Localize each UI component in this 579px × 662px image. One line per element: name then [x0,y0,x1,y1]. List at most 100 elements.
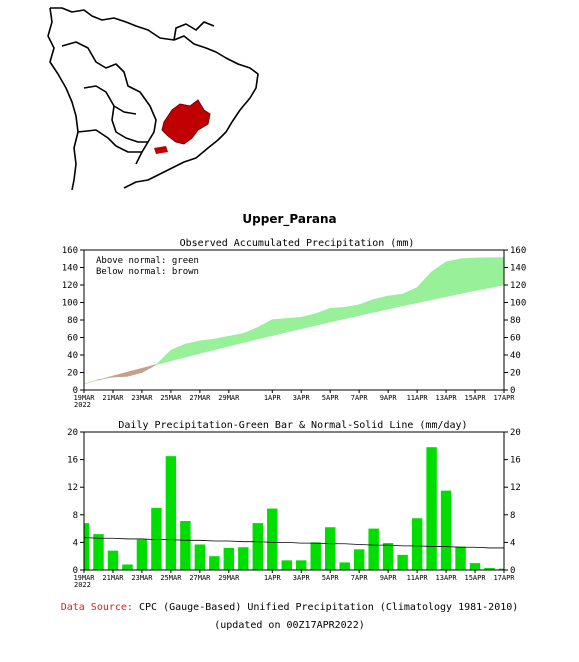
1-xtick-label: 13APR [436,574,458,582]
above-normal-area [199,338,215,354]
daily-bar [281,560,292,570]
1-xtick-label: 27MAR [189,574,211,582]
above-normal-area [257,319,273,340]
0-ytick-label-right: 0 [510,386,515,396]
daily-bar [411,518,423,570]
daily-bar [353,549,365,570]
above-normal-area [185,340,201,358]
above-normal-area [431,261,447,301]
above-normal-area [286,316,302,333]
below-normal-area [141,364,157,374]
normal-line [83,537,504,549]
above-normal-area [373,295,389,313]
1-year-label: 2022 [74,581,91,589]
0-xtick-label: 3APR [293,394,311,402]
1-xtick-label: 21MAR [102,574,124,582]
1-xtick-label: 17APR [493,574,515,582]
0-ytick-label-left: 160 [62,246,78,256]
daily-bar [180,521,191,570]
border-paraguay [111,105,148,143]
0-xtick-label: 21MAR [102,394,124,402]
daily-bar [194,544,206,570]
daily-bar [484,567,495,570]
0-xtick-label: 23MAR [131,394,153,402]
0-xtick-label: 19MAR [73,394,95,402]
0-ytick-label-right: 100 [510,299,526,309]
above-normal-area [489,257,505,289]
0-xtick-label: 29MAR [218,394,240,402]
above-normal-area [271,318,288,336]
1-ytick-label-left: 12 [67,483,78,493]
above-normal-area [83,379,99,385]
1-ytick-label-left: 0 [73,566,78,576]
data-source-text: CPC (Gauge-Based) Unified Precipitation … [138,602,519,613]
daily-bar [238,547,249,570]
daily-bar [151,507,162,570]
1-ytick-label-right: 4 [510,538,515,548]
below-normal-area [127,367,143,377]
border-argentina [77,129,142,153]
1-xtick-label: 29MAR [218,574,240,582]
0-ytick-label-right: 140 [510,264,526,274]
0-ytick-label-left: 60 [67,334,78,344]
daily-bar [455,546,466,570]
1-xtick-label: 23MAR [131,574,153,582]
1-ytick-label-right: 16 [510,456,521,466]
daily-chart-title: Daily Precipitation-Green Bar & Normal-S… [118,420,467,431]
above-normal-area [445,258,461,298]
1-ytick-label-right: 12 [510,483,521,493]
precipitation-charts: Observed Accumulated Precipitation (mm) … [62,238,527,589]
1-xtick-label: 7APR [351,574,369,582]
region-title: Upper_Parana [242,212,337,226]
data-source-label: Data Source: [60,602,133,613]
above-normal-area [460,257,476,295]
0-xtick-label: 15APR [464,394,486,402]
0-xtick-label: 1APR [264,394,282,402]
daily-bar [107,550,119,570]
0-xtick-label: 9APR [380,394,398,402]
accumulated-chart-title: Observed Accumulated Precipitation (mm) [180,238,415,249]
daily-bar [469,563,481,570]
0-ytick-label-right: 120 [510,281,526,291]
above-normal-area [474,257,490,292]
data-source: Data Source: CPC (Gauge-Based) Unified P… [0,602,579,613]
0-xtick-label: 11APR [407,394,429,402]
1-xtick-label: 11APR [407,574,429,582]
above-normal-area [315,307,331,326]
border-bolivia [83,85,137,115]
border-brazil [61,41,157,165]
daily-plot-frame [83,431,505,571]
1-ytick-label-right: 8 [510,511,515,521]
daily-bar [440,490,452,570]
daily-bar [368,528,379,570]
daily-chart: Daily Precipitation-Green Bar & Normal-S… [67,420,521,589]
0-xtick-label: 17APR [493,394,515,402]
1-xtick-label: 1APR [264,574,282,582]
0-xtick-label: 7APR [351,394,369,402]
above-normal-area [300,313,317,330]
0-ytick-label-right: 20 [510,369,521,379]
updated-timestamp: (updated on 00Z17APR2022) [214,620,365,631]
legend-below: Below normal: brown [96,267,199,277]
0-year-label: 2022 [74,401,91,409]
border-north [173,21,215,41]
daily-bar [397,554,408,570]
basin-tail [154,146,168,154]
0-ytick-label-left: 80 [67,316,78,326]
0-ytick-label-right: 160 [510,246,526,256]
0-ytick-label-left: 20 [67,369,78,379]
region-map [47,7,259,191]
0-ytick-label-left: 40 [67,351,78,361]
1-xtick-label: 25MAR [160,574,182,582]
daily-bar [339,562,350,570]
above-normal-area [402,286,418,307]
legend-above: Above normal: green [96,256,199,266]
below-normal-area [112,371,128,378]
above-normal-area [228,333,244,347]
1-ytick-label-right: 20 [510,428,521,438]
1-xtick-label: 15APR [464,574,486,582]
daily-bar [252,523,264,570]
daily-bar [122,564,133,570]
daily-bar [426,447,437,570]
0-ytick-label-right: 60 [510,334,521,344]
